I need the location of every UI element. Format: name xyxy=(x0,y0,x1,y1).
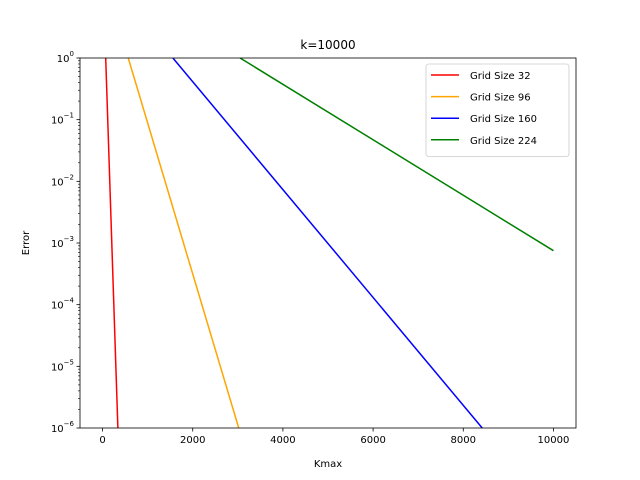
y-tick-label: 10−2 xyxy=(51,173,74,188)
y-tick-label: 10−6 xyxy=(51,420,75,435)
legend: Grid Size 32 Grid Size 96 Grid Size 160 Gri… xyxy=(425,63,570,157)
y-tick-exponent: −6 xyxy=(64,420,75,428)
y-tick-exponent: −4 xyxy=(64,297,75,305)
series-layer xyxy=(104,58,554,428)
series-line-1 xyxy=(104,58,119,428)
x-tick-label: 6000 xyxy=(360,435,385,446)
legend-label: Grid Size 96 xyxy=(470,93,531,104)
x-tick-label: 2000 xyxy=(180,435,205,446)
y-tick-exponent: −2 xyxy=(64,173,74,181)
y-tick-label: 10−1 xyxy=(51,112,74,127)
y-axis-ticks: 10−6 10−5 10−4 10−3 10−2 10−1 100 xyxy=(51,50,80,435)
x-tick-label: 0 xyxy=(99,435,105,446)
y-tick-label: 10−5 xyxy=(51,358,74,373)
legend-label: Grid Size 32 xyxy=(470,71,531,82)
y-tick-exponent: −3 xyxy=(64,235,74,243)
legend-label: Grid Size 224 xyxy=(470,136,537,147)
y-axis-label: Error xyxy=(21,230,32,255)
y-tick-label: 100 xyxy=(57,50,74,65)
legend-label: Grid Size 160 xyxy=(470,114,537,125)
x-tick-label: 4000 xyxy=(270,435,295,446)
chart-title: k=10000 xyxy=(300,38,355,52)
x-tick-label: 10000 xyxy=(538,435,570,446)
y-tick-exponent: −1 xyxy=(64,112,74,120)
y-tick-label: 10−4 xyxy=(51,297,75,312)
y-tick-exponent: 0 xyxy=(70,50,74,58)
y-tick-label: 10−3 xyxy=(51,235,74,250)
series-line-2 xyxy=(127,58,240,428)
x-axis-ticks: 0 2000 4000 6000 8000 10000 xyxy=(99,428,569,446)
x-tick-label: 8000 xyxy=(451,435,476,446)
series-line-4 xyxy=(239,58,554,252)
series-line-3 xyxy=(172,58,483,428)
legend-box xyxy=(425,63,570,157)
y-tick-exponent: −5 xyxy=(64,358,74,366)
x-axis-label: Kmax xyxy=(314,459,342,470)
